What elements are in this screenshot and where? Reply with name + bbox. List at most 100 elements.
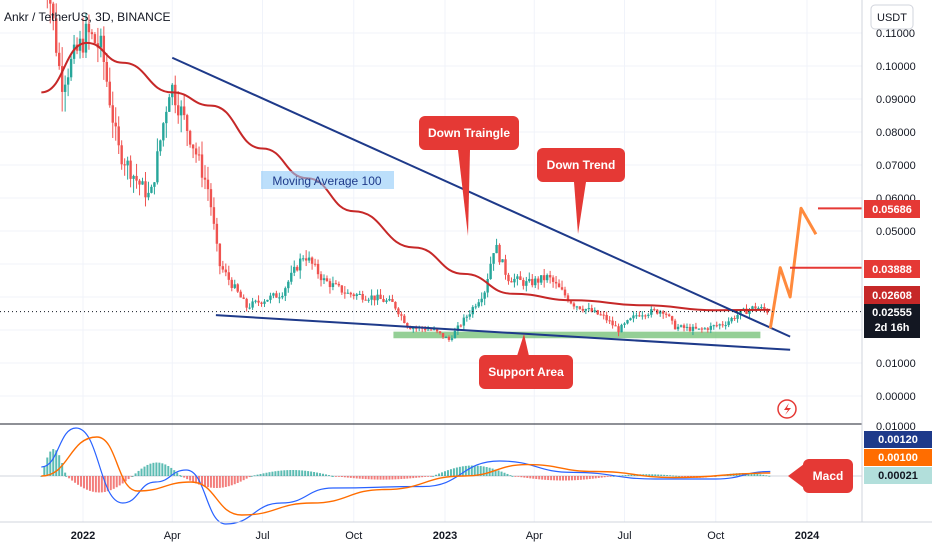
candle-body-120 [397,308,400,315]
candle-body-96 [325,278,329,282]
macd-bar-6 [58,455,61,476]
price-tick-0: 0.11000 [876,28,915,40]
macd-bar-170 [535,476,538,480]
candle-body-177 [566,295,570,302]
macd-bar-187 [585,476,588,480]
candle-body-26 [117,126,120,146]
time-tick-6: Jul [617,530,631,542]
macd-bar-64 [224,476,227,487]
candle-body-194 [617,326,620,333]
macd-bar-1 [43,466,46,476]
macd-bar-108 [352,476,355,479]
macd-bar-11 [71,476,74,481]
candle-body-93 [316,263,320,275]
macd-bar-66 [230,476,233,486]
candle-body-132 [432,329,436,331]
macd-bar-67 [233,476,236,485]
macd-bar-24 [109,476,112,491]
macd-bar-134 [430,476,433,477]
macd-bar-84 [283,470,286,476]
candle-body-66 [236,284,239,292]
candle-body-121 [400,314,403,316]
candle-body-199 [632,315,635,319]
candle-body-176 [563,289,567,296]
candle-body-188 [599,314,602,316]
macd-bar-97 [322,473,325,476]
candle-body-57 [209,189,213,208]
candle-body-74 [260,302,263,304]
candle-body-17 [90,32,94,35]
macd-bar-153 [485,467,488,476]
macd-bar-131 [421,476,424,478]
projection-path [768,206,818,329]
currency-button[interactable]: USDT [870,4,914,30]
macd-bar-88 [295,470,298,476]
price-tick-3: 0.08000 [876,127,916,139]
candle-body-197 [626,320,629,324]
macd-bar-80 [271,471,274,476]
macd-bar-94 [313,472,316,476]
candle-body-218 [688,326,692,331]
macd-bar-75 [256,474,259,476]
macd-bar-173 [544,476,547,480]
macd-bar-160 [506,473,509,476]
candle-body-47 [179,106,183,116]
candle-body-24 [111,105,114,123]
macd-bar-105 [343,476,346,478]
macd-bar-158 [500,471,503,476]
candle-body-142 [462,317,466,326]
macd-plot[interactable] [0,427,862,525]
candle-body-50 [188,130,192,145]
candle-body-82 [284,288,287,296]
price-tick-2: 0.09000 [876,94,916,106]
candle-body-189 [602,314,605,316]
candle-body-151 [489,263,492,280]
macd-bar-119 [385,476,388,480]
candle-body-112 [373,295,376,301]
macd-bar-121 [391,476,394,480]
macd-bar-212 [660,474,663,476]
candle-body-91 [310,257,314,264]
macd-bar-218 [678,476,681,477]
macd-bar-167 [526,476,529,479]
macd-bar-242 [747,473,750,476]
macd-bar-74 [253,475,256,477]
candle-body-31 [132,175,135,179]
macd-bar-247 [762,474,765,476]
candle-body-27 [120,145,123,165]
candle-body-29 [126,160,129,166]
candle-body-205 [650,309,653,315]
macd-bar-26 [115,476,118,488]
macd-bar-183 [573,476,576,481]
candle-body-182 [581,308,585,311]
macd-bar-89 [298,470,301,476]
candle-body-179 [572,303,576,307]
macd-bar-48 [179,475,182,476]
candle-body-220 [694,326,698,329]
macd-bar-15 [82,476,85,489]
macd-bar-73 [250,476,253,477]
macd-bar-95 [316,472,319,476]
time-tick-4: 2023 [433,530,457,542]
candle-body-107 [358,293,361,295]
candle-body-72 [254,300,257,302]
candle-body-68 [242,297,245,299]
macd-bar-194 [606,476,609,477]
macd-bar-2 [46,457,49,476]
candle-body-187 [596,310,599,315]
macd-bar-133 [427,476,430,477]
candle-body-28 [123,164,126,166]
alert-icon[interactable] [777,399,797,419]
time-axis[interactable]: 2022 Apr Jul Oct 2023 Apr Jul Oct 2024 [71,530,820,542]
macd-bar-106 [346,476,349,478]
macd-bar-90 [301,470,304,476]
candle-body-125 [412,327,415,330]
candle-body-75 [263,301,266,304]
candle-body-208 [659,311,662,314]
candle-body-46 [177,105,180,116]
price-tags: 0.05686 0.03888 0.02608 0.02555 2d 16h 0… [864,200,932,484]
price-plot[interactable] [0,0,862,351]
candle-body-198 [629,318,632,321]
candle-body-210 [664,313,668,315]
